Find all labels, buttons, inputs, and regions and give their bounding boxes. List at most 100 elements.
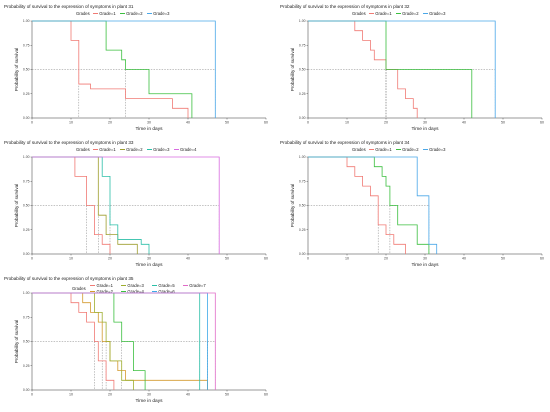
legend-item: Grade=3 [146, 11, 170, 16]
survival-curve-grade-1 [32, 292, 115, 390]
survival-curve-grade-7 [32, 292, 216, 390]
legend-swatch [368, 13, 374, 14]
chart-panel-plant-33: Probability of survival to the expressio… [4, 140, 274, 270]
x-tick-label: 60 [264, 121, 268, 125]
survival-curve-grade-3 [32, 20, 216, 118]
x-tick-label: 20 [108, 257, 112, 261]
legend-swatch [120, 285, 126, 286]
legend-swatch [120, 290, 126, 292]
survival-curve-grade-3 [32, 156, 150, 254]
x-tick-label: 50 [501, 121, 505, 125]
x-tick-label: 40 [462, 121, 466, 125]
x-tick-label: 60 [264, 257, 268, 261]
y-tick-label: 0.50 [23, 204, 30, 208]
y-axis-label: Probability of survival [290, 184, 295, 227]
legend-label: Grade=4 [180, 147, 197, 152]
chart-plot-area: 0 10 20 30 40 50 60 0.00 0.25 0.50 0.75 1.00 Time in… [14, 155, 268, 268]
legend-item: Grade=3 [120, 283, 144, 288]
x-tick-label: 50 [501, 257, 505, 261]
legend-label: Grade=5 [158, 283, 175, 288]
x-tick-label: 0 [307, 257, 309, 261]
y-tick-label: 0.75 [299, 43, 306, 47]
x-tick-label: 50 [225, 121, 229, 125]
x-tick-label: 50 [225, 393, 229, 397]
legend-item: Grade=1 [90, 283, 113, 288]
legend-item: Grade=2 [395, 147, 419, 152]
y-tick-label: 1.00 [23, 155, 30, 159]
legend-label: Grade=3 [429, 11, 446, 16]
chart-plot-area: 0 10 20 30 40 50 60 0.00 0.25 0.50 0.75 1.00 Time in… [14, 19, 268, 132]
x-tick-label: 0 [31, 121, 33, 125]
survival-curve-grade-3 [32, 292, 134, 390]
legend-label: Grade=3 [127, 283, 144, 288]
x-tick-label: 0 [307, 121, 309, 125]
y-axis-label: Probability of survival [14, 320, 19, 363]
legend-label: Grade=2 [96, 288, 113, 294]
x-tick-label: 30 [147, 393, 151, 397]
legend-swatch [119, 149, 125, 150]
legend-label: Grade=2 [126, 147, 143, 152]
survival-curve-grade-1 [308, 156, 406, 254]
legend-item: Grade=2 [395, 11, 419, 16]
y-tick-label: 0.75 [23, 315, 30, 319]
legend-swatch [90, 290, 95, 292]
chart-panel-plant-34: Probability of survival to the expressio… [280, 140, 550, 270]
y-tick-label: 1.00 [23, 291, 30, 295]
x-axis-label: Time in days [411, 126, 439, 132]
chart-panel-plant-31: Probability of survival to the expressio… [4, 4, 274, 134]
x-tick-label: 60 [540, 121, 544, 125]
legend-swatch [395, 149, 401, 150]
legend-label: Grade=4 [127, 288, 144, 294]
x-axis-label: Time in days [135, 262, 163, 268]
survival-curve-grade-3 [308, 20, 496, 118]
survival-curve-grade-1 [32, 156, 111, 254]
x-tick-label: 40 [186, 121, 190, 125]
survival-curve-grade-2 [308, 156, 430, 254]
legend-item: Grade=6 [151, 288, 175, 294]
x-axis-label: Time in days [411, 262, 439, 268]
legend-label: Grade=2 [402, 147, 419, 152]
legend-item: Grade=3 [422, 11, 446, 16]
chart-panel-plant-32: Probability of survival to the expressio… [280, 4, 550, 134]
y-tick-label: 0.75 [23, 43, 30, 47]
legend-label: Grade=7 [189, 283, 206, 288]
survival-curve-grade-3 [308, 156, 438, 254]
x-axis-label: Time in days [135, 126, 163, 132]
chart-legend: Grades Grade=1 Grade=2 Grade=3 [352, 11, 450, 16]
y-tick-label: 1.00 [23, 19, 30, 23]
legend-label: Grade=6 [158, 288, 175, 294]
legend-swatch [422, 13, 428, 14]
legend-item: Grade=3 [422, 147, 446, 152]
legend-item: Grade=1 [92, 11, 116, 16]
legend-item: Grade=4 [120, 288, 144, 294]
survival-curve-grade-4 [32, 292, 146, 390]
x-tick-label: 20 [108, 393, 112, 397]
chart-title: Probability of survival to the expressio… [280, 140, 410, 145]
legend-item: Grade=2 [119, 147, 143, 152]
chart-title: Probability of survival to the expressio… [280, 4, 410, 9]
y-tick-label: 0.00 [299, 252, 306, 256]
x-tick-label: 40 [462, 257, 466, 261]
legend-swatch [92, 149, 98, 150]
legend-label: Grade=1 [99, 147, 116, 152]
chart-title: Probability of survival to the expressio… [4, 140, 134, 145]
y-tick-label: 0.75 [23, 179, 30, 183]
legend-label: Grade=3 [153, 147, 170, 152]
legend-swatch [395, 13, 401, 14]
y-tick-label: 1.00 [299, 19, 306, 23]
x-tick-label: 10 [69, 393, 73, 397]
legend-title: Grades [352, 147, 366, 152]
x-tick-label: 20 [384, 257, 388, 261]
y-tick-label: 1.00 [299, 155, 306, 159]
legend-title: Grades [76, 147, 90, 152]
y-tick-label: 0.00 [299, 116, 306, 120]
legend-swatch [173, 149, 179, 150]
legend-label: Grade=1 [99, 11, 116, 16]
x-tick-label: 10 [69, 121, 73, 125]
chart-plot-area: 0 10 20 30 40 50 60 0.00 0.25 0.50 0.75 1.00 Time in… [290, 155, 544, 268]
y-tick-label: 0.00 [23, 116, 30, 120]
legend-swatch [146, 149, 152, 150]
legend-item: Grade=1 [368, 147, 392, 152]
legend-title: Grades [72, 285, 86, 291]
legend-label: Grade=2 [402, 11, 419, 16]
